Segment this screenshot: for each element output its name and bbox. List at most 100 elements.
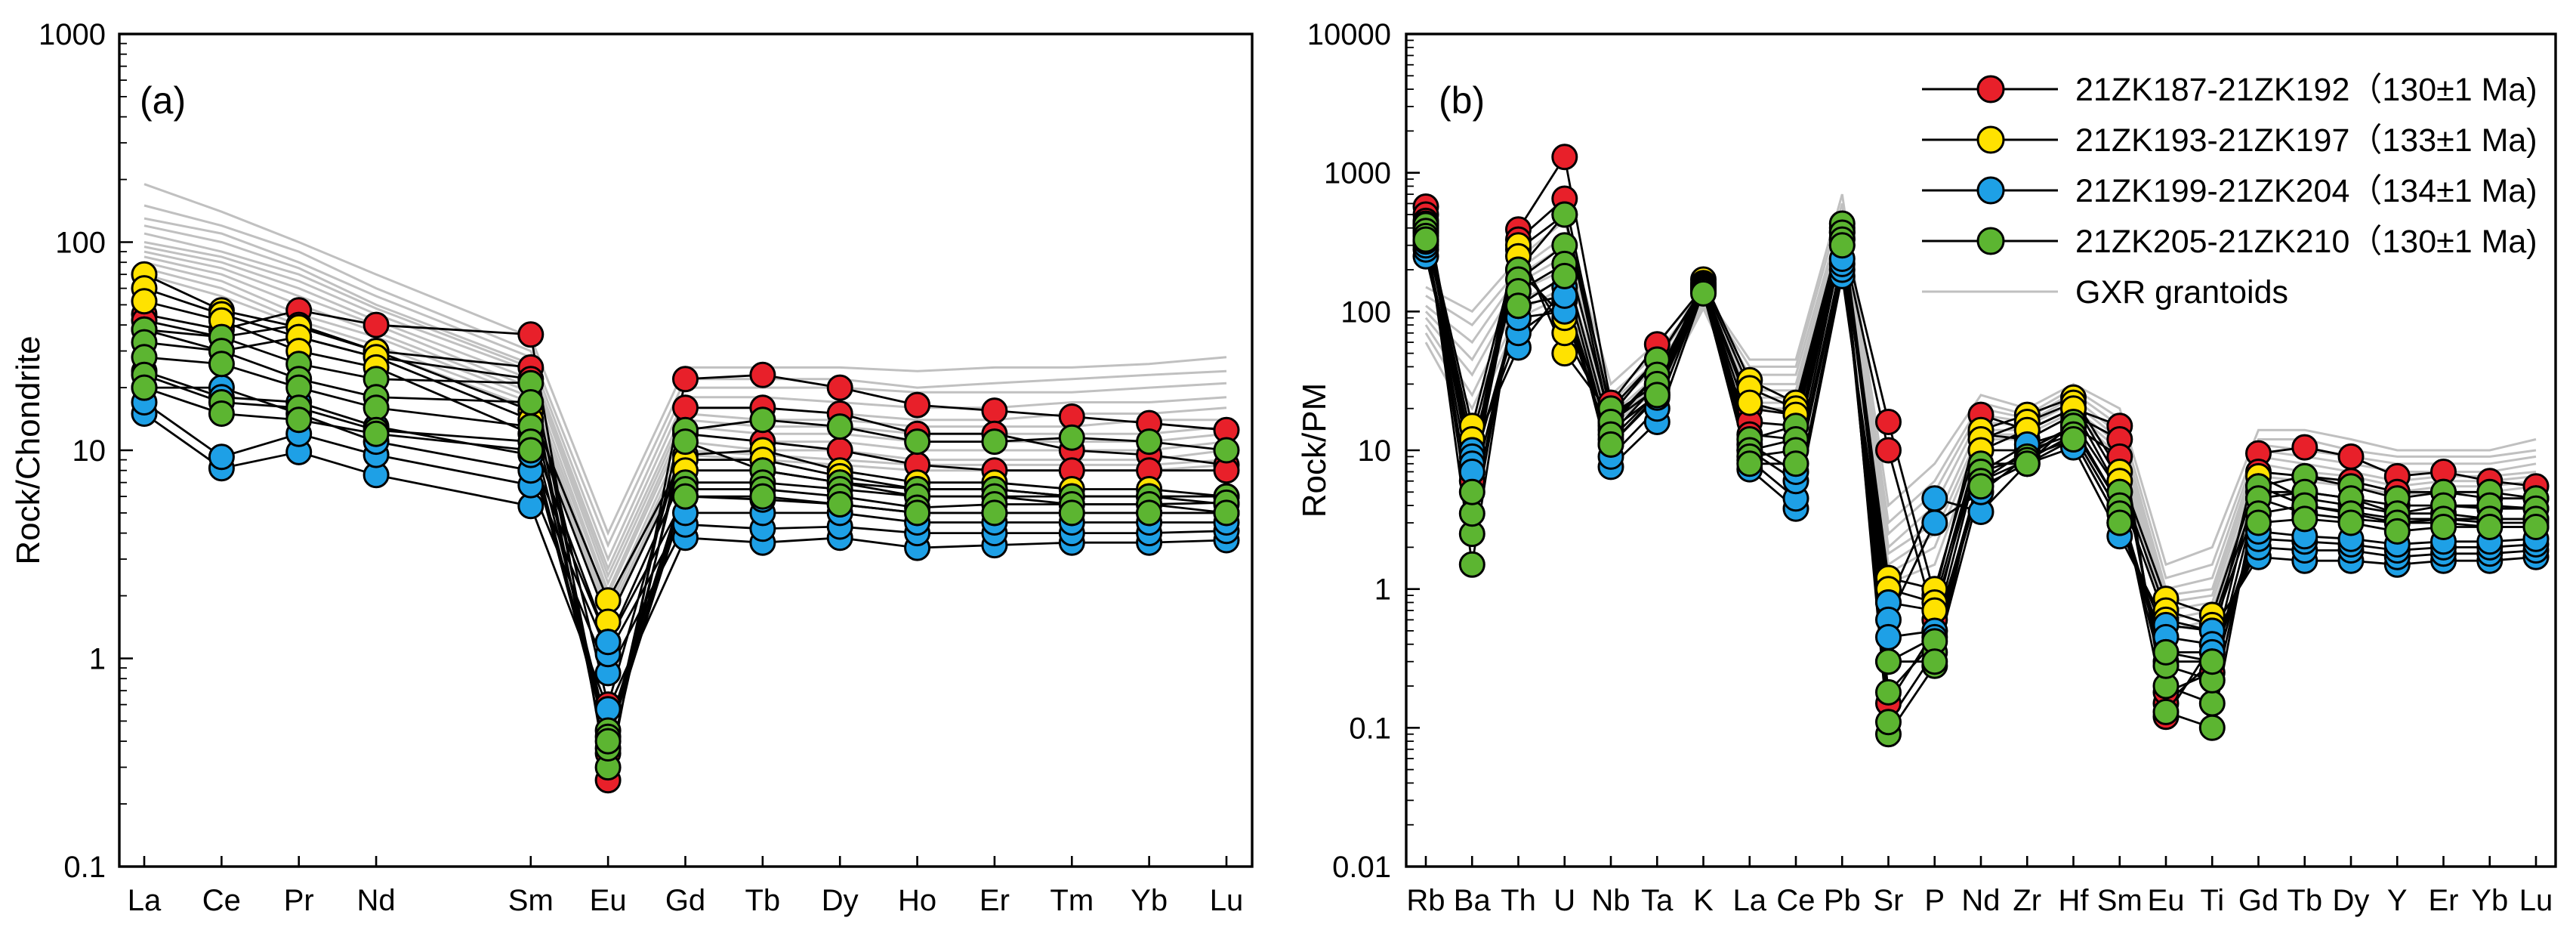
b-xtick-label-Th: Th bbox=[1501, 884, 1536, 917]
b-xtick-label-Sr: Sr bbox=[1874, 884, 1904, 917]
legend-label-1: 21ZK193-21ZK197（133±1 Ma) bbox=[2075, 122, 2537, 159]
b-xtick-label-Lu: Lu bbox=[2519, 884, 2553, 917]
a-xtick-label-Gd: Gd bbox=[665, 884, 705, 917]
a-ytick-label-1: 1 bbox=[89, 643, 106, 676]
a-xtick-label-Ho: Ho bbox=[898, 884, 936, 917]
b-axes: 0.01 0.1 1 10 100 1000 10000 Rb Ba Th U Nb Ta K La Ce Pb… bbox=[1307, 18, 2553, 917]
b-xtick-label-P: P bbox=[1924, 884, 1945, 917]
b-point-s13-Ta bbox=[1643, 382, 1671, 409]
a-point-s14-Pr bbox=[285, 406, 313, 434]
b-point-s8-Sr bbox=[1875, 623, 1902, 650]
b-point-s13-Gd bbox=[2245, 509, 2272, 536]
b-ytick-label-3: 10 bbox=[1358, 434, 1392, 468]
b-point-s11-Sr bbox=[1875, 709, 1902, 736]
b-point-s13-Nb bbox=[1597, 431, 1624, 458]
a-ytick-label-2: 10 bbox=[72, 434, 106, 468]
b-point-s10-Ti bbox=[2198, 714, 2226, 741]
a-point-s0-Ho bbox=[904, 391, 931, 419]
a-panel-label: (a) bbox=[140, 79, 186, 122]
a-point-s14-Yb bbox=[1136, 499, 1163, 527]
b-point-s13-Hf bbox=[2060, 426, 2087, 453]
b-xtick-label-Nb: Nb bbox=[1591, 884, 1630, 917]
b-ytick-label-2: 1 bbox=[1374, 573, 1391, 607]
b-point-s13-Th bbox=[1505, 292, 1532, 320]
a-point-s10-Tm bbox=[1058, 424, 1085, 451]
b-xtick-label-La: La bbox=[1733, 884, 1767, 917]
b-xtick-label-Eu: Eu bbox=[2148, 884, 2185, 917]
a-point-s12-Ce bbox=[208, 351, 235, 378]
a-point-s14-Er bbox=[981, 499, 1008, 527]
a-xtick-label-Tm: Tm bbox=[1050, 884, 1094, 917]
b-xtick-label-Pb: Pb bbox=[1824, 884, 1861, 917]
a-xtick-label-La: La bbox=[128, 884, 162, 917]
a-xtick-label-Pr: Pr bbox=[284, 884, 314, 917]
b-point-s13-Ti bbox=[2198, 648, 2226, 675]
b-panel-label: (b) bbox=[1439, 79, 1485, 122]
a-xtick-label-Lu: Lu bbox=[1210, 884, 1244, 917]
b-point-s12-Sr bbox=[1875, 678, 1902, 706]
b-xtick-label-Gd: Gd bbox=[2238, 884, 2278, 917]
b-ytick-label-5: 1000 bbox=[1324, 157, 1391, 190]
b-ytick-label-4: 100 bbox=[1340, 295, 1391, 329]
legend-label-3: 21ZK205-21ZK210（130±1 Ma) bbox=[2075, 224, 2537, 260]
a-point-s14-Tm bbox=[1058, 499, 1085, 527]
a-point-s0-Tb bbox=[749, 361, 776, 388]
b-xtick-label-Sm: Sm bbox=[2097, 884, 2143, 917]
b-point-s13-Yb bbox=[2476, 514, 2504, 540]
b-xtick-label-Ce: Ce bbox=[1776, 884, 1815, 917]
b-point-s13-Eu bbox=[2152, 638, 2180, 666]
a-gxr-line-7 bbox=[143, 250, 1227, 599]
a-point-s11-Gd bbox=[672, 428, 699, 456]
b-xtick-label-Tb: Tb bbox=[2287, 884, 2322, 917]
a-point-s14-Ce bbox=[208, 400, 235, 427]
b-point-s13-Er bbox=[2430, 514, 2457, 540]
b-point-s10-Ba bbox=[1458, 551, 1485, 578]
a-point-s1-Gd bbox=[672, 394, 699, 422]
b-xtick-label-Rb: Rb bbox=[1406, 884, 1445, 917]
a-axes: 0.1 1 10 100 1000 La Ce Pr Nd Sm Eu Gd Tb Dy Ho Er Tm Yb L… bbox=[39, 18, 1243, 917]
b-point-s13-Dy bbox=[2337, 509, 2365, 536]
a-point-s10-Er bbox=[981, 428, 1008, 456]
a-point-s14-Dy bbox=[826, 491, 853, 518]
a-xtick-label-Eu: Eu bbox=[590, 884, 627, 917]
legend-marker-3 bbox=[1976, 227, 2005, 255]
b-xtick-label-Er: Er bbox=[2429, 884, 2459, 917]
a-point-s10-Lu bbox=[1213, 437, 1240, 464]
a-point-s5-La bbox=[131, 288, 158, 315]
b-ytick-label-6: 10000 bbox=[1307, 18, 1391, 51]
a-ytick-label-3: 100 bbox=[55, 227, 106, 260]
a-point-s0-Dy bbox=[826, 374, 853, 401]
a-ytick-label-4: 1000 bbox=[39, 18, 106, 51]
b-point-s13-U bbox=[1551, 262, 1578, 289]
b-xtick-label-Nd: Nd bbox=[1961, 884, 2000, 917]
a-point-s14-Nd bbox=[362, 420, 390, 447]
a-point-s14-La bbox=[131, 374, 158, 401]
legend: 21ZK187-21ZK192（130±1 Ma) 21ZK193-21ZK197… bbox=[1922, 72, 2537, 311]
b-point-s13-Lu bbox=[2522, 514, 2550, 540]
a-point-s10-Dy bbox=[826, 413, 853, 440]
a-gxr-line-3 bbox=[143, 224, 1227, 572]
a-point-s0-Nd bbox=[362, 311, 390, 338]
a-gxr-line-0 bbox=[143, 183, 1227, 536]
a-point-s7-Ce bbox=[208, 443, 235, 471]
b-series-points bbox=[1412, 144, 2550, 748]
b-point-s10-U bbox=[1551, 201, 1578, 228]
a-point-s0-Er bbox=[981, 397, 1008, 425]
a-gxr-line-5 bbox=[143, 241, 1226, 586]
b-xtick-label-Zr: Zr bbox=[2013, 884, 2041, 917]
b-xtick-label-Ba: Ba bbox=[1454, 884, 1492, 917]
a-point-s14-Sm bbox=[517, 437, 545, 464]
b-xtick-label-Yb: Yb bbox=[2471, 884, 2508, 917]
b-point-s0-Tb bbox=[2291, 434, 2318, 461]
b-point-s0-U bbox=[1551, 144, 1578, 171]
a-point-s0-Sm bbox=[517, 321, 545, 348]
a-xtick-label-Dy: Dy bbox=[822, 884, 859, 917]
a-point-s14-Lu bbox=[1213, 499, 1240, 527]
legend-marker-2 bbox=[1976, 176, 2005, 205]
legend-label-4: GXR grantoids bbox=[2075, 274, 2288, 311]
b-ytick-label-1: 0.1 bbox=[1349, 712, 1391, 745]
a-point-s14-Tb bbox=[749, 483, 776, 510]
a-gxr-line-2 bbox=[143, 217, 1227, 562]
legend-marker-1 bbox=[1976, 125, 2005, 154]
